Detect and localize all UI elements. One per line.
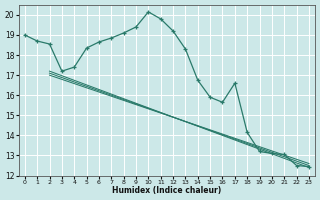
X-axis label: Humidex (Indice chaleur): Humidex (Indice chaleur) [112, 186, 221, 195]
